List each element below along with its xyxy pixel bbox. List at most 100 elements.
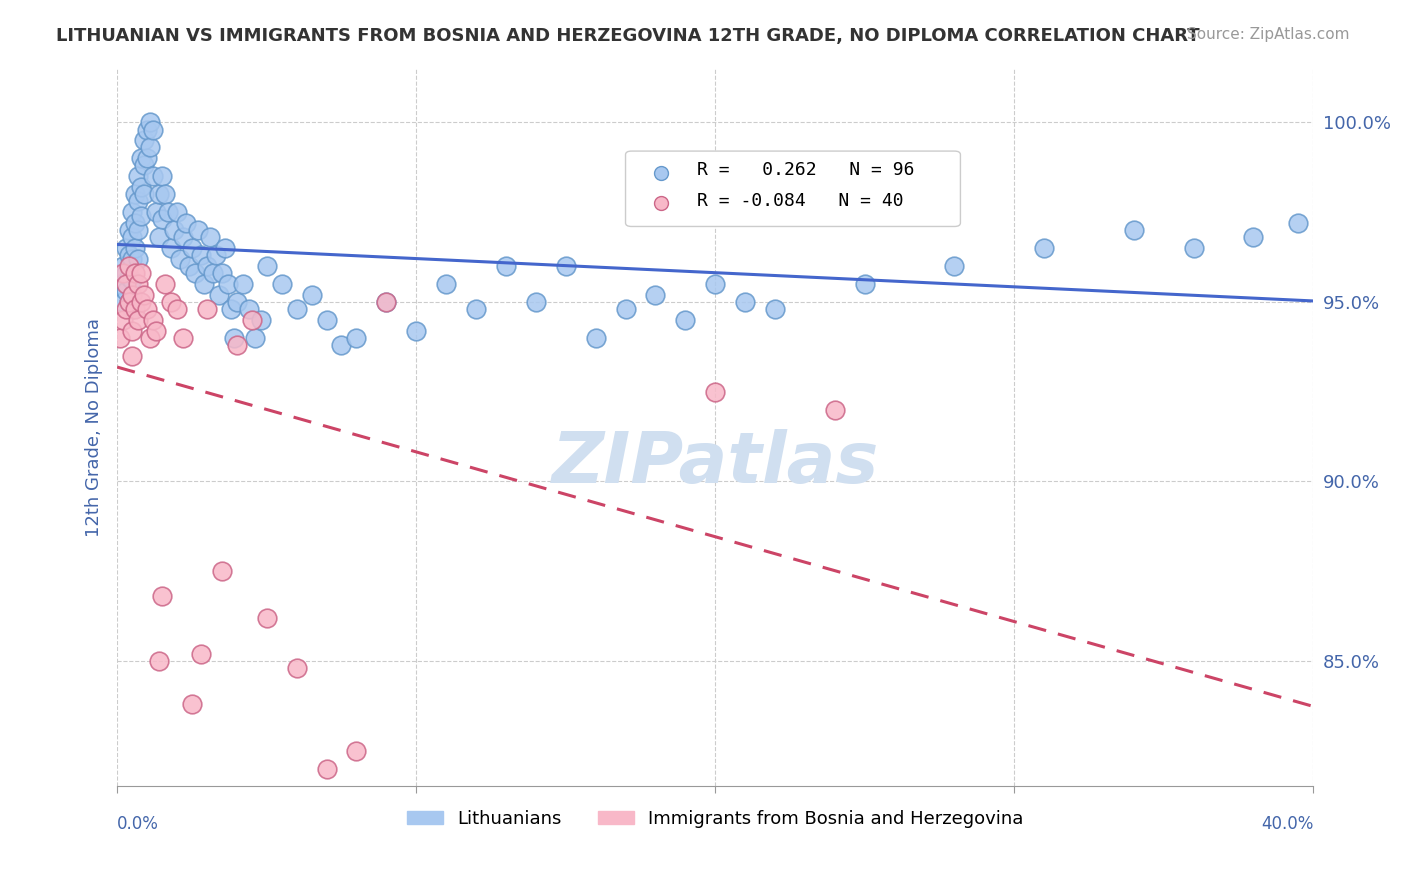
Point — [1286, 216, 1309, 230]
Point — [121, 287, 143, 301]
Point — [734, 294, 756, 309]
Point — [177, 259, 200, 273]
Text: Source: ZipAtlas.com: Source: ZipAtlas.com — [1187, 27, 1350, 42]
Point — [132, 287, 155, 301]
Point — [465, 301, 488, 316]
Point — [585, 331, 607, 345]
Y-axis label: 12th Grade, No Diploma: 12th Grade, No Diploma — [86, 318, 103, 537]
Point — [127, 313, 149, 327]
Point — [150, 212, 173, 227]
Point — [222, 331, 245, 345]
Point — [153, 277, 176, 291]
Point — [166, 205, 188, 219]
Point — [108, 277, 131, 291]
Point — [115, 284, 138, 298]
Point — [614, 301, 637, 316]
Point — [121, 205, 143, 219]
Point — [118, 294, 141, 309]
Point — [127, 252, 149, 266]
Point — [127, 223, 149, 237]
Point — [112, 294, 135, 309]
Point — [187, 223, 209, 237]
Point — [160, 294, 183, 309]
Point — [644, 287, 666, 301]
Point — [219, 301, 242, 316]
Point — [124, 216, 146, 230]
Point — [256, 259, 278, 273]
Point — [150, 169, 173, 184]
Point — [225, 338, 247, 352]
Point — [853, 277, 876, 291]
Point — [1243, 230, 1265, 244]
Point — [704, 384, 727, 399]
Point — [704, 277, 727, 291]
Point — [211, 266, 233, 280]
Point — [139, 331, 162, 345]
Point — [121, 349, 143, 363]
Point — [201, 266, 224, 280]
Point — [181, 241, 204, 255]
Point — [129, 151, 152, 165]
Point — [124, 187, 146, 202]
Point — [124, 266, 146, 280]
Text: R =   0.262   N = 96: R = 0.262 N = 96 — [697, 161, 915, 179]
Point — [232, 277, 254, 291]
Text: 0.0%: 0.0% — [117, 815, 159, 833]
Point — [172, 230, 194, 244]
Point — [115, 277, 138, 291]
Point — [132, 187, 155, 202]
Point — [174, 216, 197, 230]
Text: LITHUANIAN VS IMMIGRANTS FROM BOSNIA AND HERZEGOVINA 12TH GRADE, NO DIPLOMA CORR: LITHUANIAN VS IMMIGRANTS FROM BOSNIA AND… — [56, 27, 1199, 45]
Point — [142, 169, 165, 184]
Point — [157, 205, 180, 219]
Point — [205, 248, 228, 262]
Point — [124, 301, 146, 316]
Point — [118, 259, 141, 273]
Point — [136, 122, 159, 136]
Point — [315, 313, 337, 327]
Point — [243, 331, 266, 345]
Point — [139, 140, 162, 154]
Point — [195, 259, 218, 273]
Point — [208, 287, 231, 301]
Point — [145, 205, 167, 219]
Point — [330, 338, 353, 352]
Point — [145, 324, 167, 338]
Legend: Lithuanians, Immigrants from Bosnia and Herzegovina: Lithuanians, Immigrants from Bosnia and … — [399, 803, 1031, 835]
Point — [1122, 223, 1144, 237]
Text: ZIPatlas: ZIPatlas — [551, 429, 879, 498]
Point — [129, 209, 152, 223]
Text: 40.0%: 40.0% — [1261, 815, 1313, 833]
Point — [198, 230, 221, 244]
Point — [524, 294, 547, 309]
Point — [195, 301, 218, 316]
Point — [112, 266, 135, 280]
Point — [121, 252, 143, 266]
Point — [285, 661, 308, 675]
Point — [127, 277, 149, 291]
Point — [238, 301, 260, 316]
Point — [214, 241, 236, 255]
Point — [150, 589, 173, 603]
Point — [495, 259, 517, 273]
Point — [118, 223, 141, 237]
Point — [285, 301, 308, 316]
Point — [142, 313, 165, 327]
Point — [184, 266, 207, 280]
Point — [112, 259, 135, 273]
Point — [142, 122, 165, 136]
Point — [112, 313, 135, 327]
Point — [139, 115, 162, 129]
Point — [129, 266, 152, 280]
Point — [172, 331, 194, 345]
Point — [153, 187, 176, 202]
Point — [434, 277, 457, 291]
Point — [136, 151, 159, 165]
Point — [136, 301, 159, 316]
Point — [115, 266, 138, 280]
Point — [127, 169, 149, 184]
Point — [344, 331, 367, 345]
Point — [160, 241, 183, 255]
Point — [943, 259, 966, 273]
Point — [115, 241, 138, 255]
